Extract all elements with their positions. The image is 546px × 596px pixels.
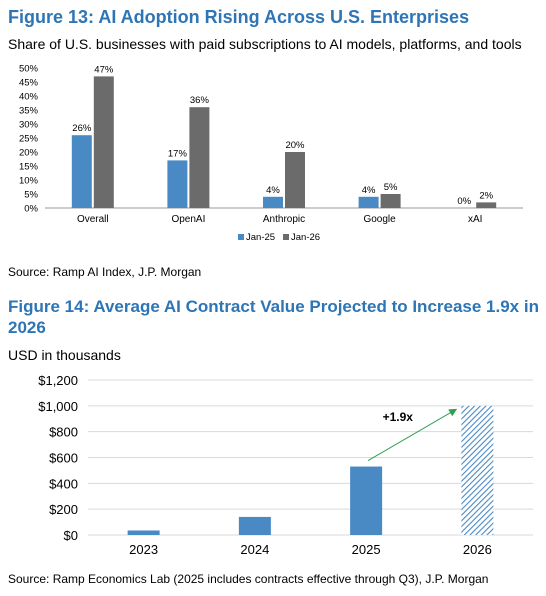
y-tick-label: 10% (19, 176, 39, 187)
y-tick-label: 50% (19, 64, 39, 75)
figure-13-subtitle: Share of U.S. businesses with paid subsc… (8, 36, 522, 52)
x-tick-label: Google (363, 214, 396, 225)
y-tick-label: 35% (19, 106, 39, 117)
y-tick-label: $200 (49, 502, 78, 517)
bar-jan-26 (285, 152, 305, 208)
bar-jan-25 (167, 160, 188, 208)
bar-jan-25 (358, 196, 379, 208)
y-tick-label: $1,000 (38, 399, 78, 414)
y-tick-label: 5% (24, 190, 38, 201)
y-tick-label: 45% (19, 78, 39, 89)
bar-jan-26 (93, 76, 114, 209)
data-label: 4% (266, 185, 280, 196)
bar-jan-26 (380, 194, 401, 208)
bar-jan-26 (476, 202, 497, 208)
y-tick-label: $400 (49, 476, 78, 491)
figure-14-title-line1: Figure 14: Average AI Contract Value Pro… (8, 297, 539, 316)
legend-swatch (283, 234, 289, 240)
figure-13-source: Source: Ramp AI Index, J.P. Morgan (8, 265, 202, 279)
figure-13-title: Figure 13: AI Adoption Rising Across U.S… (8, 7, 470, 27)
legend-label: Jan-25 (246, 232, 275, 243)
y-tick-label: $1,200 (38, 373, 78, 388)
x-tick-label: 2026 (463, 542, 492, 557)
growth-annotation: +1.9x (383, 410, 414, 424)
y-tick-label: 40% (19, 92, 39, 103)
bar (127, 530, 160, 535)
figure-14-chart: $0 $200 $400 $600 $800 $1,000 $1,200 2023 2024 20… (38, 373, 533, 557)
figure-13-chart: 0% 5% 10% 15% 20% 25% 30% 35% 40% 45% 50% 26% 47% Ove… (19, 64, 523, 243)
data-label: 0% (457, 196, 471, 207)
y-tick-label: 20% (19, 148, 39, 159)
bar-jan-25 (263, 196, 283, 208)
x-tick-label: Overall (77, 214, 109, 225)
x-tick-label: 2024 (240, 542, 269, 557)
y-tick-label: $800 (49, 425, 78, 440)
data-label: 2% (479, 190, 493, 201)
y-tick-label: 30% (19, 120, 39, 131)
data-label: 26% (72, 123, 92, 134)
figure-14-ylabel: USD in thousands (8, 347, 121, 363)
y-tick-label: 25% (19, 134, 39, 145)
bar-jan-26 (189, 107, 210, 208)
legend-swatch (238, 234, 244, 240)
x-tick-label: xAI (468, 214, 482, 225)
y-tick-label: 15% (19, 162, 39, 173)
data-label: 36% (190, 95, 210, 106)
data-label: 47% (94, 64, 114, 75)
data-label: 20% (285, 140, 305, 151)
bar-jan-25 (71, 135, 92, 208)
bar (350, 466, 383, 535)
y-tick-label: $600 (49, 451, 78, 466)
x-tick-label: Anthropic (263, 214, 305, 225)
figure-14-title-line2: 2026 (8, 318, 46, 337)
data-label: 4% (362, 185, 376, 196)
bar (238, 516, 271, 535)
x-tick-label: 2025 (352, 542, 381, 557)
y-tick-label: 0% (24, 204, 38, 215)
y-tick-label: $0 (64, 528, 78, 543)
growth-arrow (367, 408, 458, 461)
x-tick-label: OpenAI (171, 214, 205, 225)
legend-label: Jan-26 (291, 232, 320, 243)
data-label: 5% (384, 182, 398, 193)
bar-projected (461, 405, 494, 535)
figure-14-source: Source: Ramp Economics Lab (2025 include… (8, 572, 489, 586)
x-tick-label: 2023 (129, 542, 158, 557)
data-label: 17% (168, 148, 188, 159)
